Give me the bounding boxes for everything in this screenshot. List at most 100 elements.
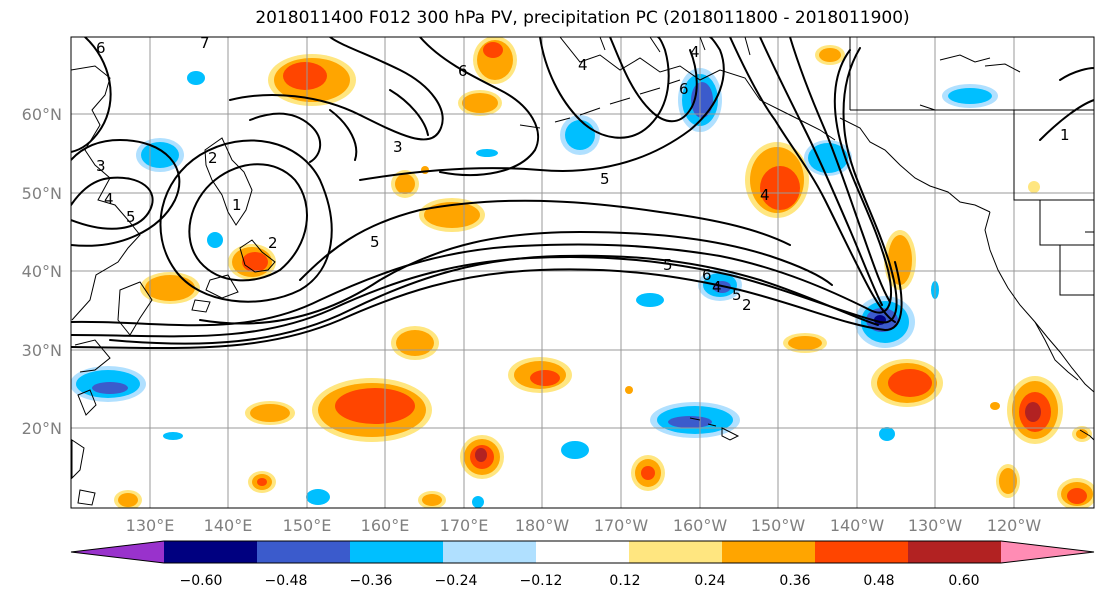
pv-contour-1 [71,49,892,327]
colorbar-tick-label: −0.24 [435,573,478,589]
colorbar-tick-label: −0.36 [350,573,393,589]
map-frame [70,36,1095,509]
colorbar-segment [257,541,351,563]
coast-baja [1034,321,1094,441]
coast-us-west [984,211,1094,393]
neg-blob-small [163,71,939,508]
lat-label: 60°N [22,105,62,124]
lon-label: 160°E [361,516,410,535]
colorbar-tick-label: 0.60 [948,573,979,589]
contour-label: 6 [702,266,712,284]
coast-canada-islands [919,54,1021,111]
pv-contour-19 [789,37,891,303]
pos-blob-bering [473,37,517,84]
coast-hawaii [689,417,740,441]
coast-bc [839,117,991,213]
neg-blob-canada [942,84,998,108]
pv-contour-16 [609,37,698,123]
contour-labels: 6 6 3 4 5 5 3 2 5 5 6 4 6 4 2 1 1 4 5 4 … [96,34,1070,314]
pos-blob-east-subtropical [871,359,943,407]
lon-label: 140°W [830,516,885,535]
coastlines [71,37,1094,506]
colorbar-segment [164,541,258,563]
contour-label: 4 [760,186,770,204]
contour-label: 1 [1060,126,1070,144]
contour-label: 4 [104,190,114,208]
lat-label: 30°N [22,341,62,360]
colorbar-tick-label: 0.12 [609,573,640,589]
pv-contour-8 [159,139,333,303]
colorbar-outline [70,540,1095,564]
pos-blob-mexico [1007,376,1063,444]
lat-label: 50°N [22,184,62,203]
figure-title: 2018011400 F012 300 hPa PV, precipitatio… [255,8,910,28]
lon-label: 130°W [908,516,963,535]
pos-blob-bonin [508,357,572,393]
colorbar-segment [815,541,909,563]
contour-label: 2 [742,296,752,314]
contour-label: 5 [600,170,610,188]
colorbar-segment [443,541,537,563]
pv-contour-5 [199,231,833,325]
colorbar-tick-label: −0.60 [180,573,223,589]
colorbar-tick-label: −0.12 [520,573,563,589]
contour-label: 6 [96,39,106,57]
coast-japan [191,239,276,313]
colorbar: −0.60 −0.48 −0.36 −0.24 −0.12 0.12 0.24 … [70,540,1095,589]
contour-label: 2 [208,149,218,167]
pos-blob-gulf [745,142,809,218]
coast-boundaries [849,37,1094,296]
pv-contour-7 [188,163,308,282]
pv-contours [71,37,1094,350]
contour-label: 5 [732,286,742,304]
pv-contour-6 [299,199,791,281]
colorbar-tick-label: 0.48 [863,573,894,589]
colorbar-tick-label: 0.36 [779,573,810,589]
lon-label: 180°W [515,516,570,535]
pv-contour-3 [71,261,903,350]
colorbar-segment [1001,541,1094,563]
pos-blob-okhotsk [268,54,356,106]
colorbar-tick-label: 0.24 [694,573,725,589]
pos-blob-tropic-west [460,435,504,479]
pv-contour-10 [71,139,181,247]
lon-label: 130°E [126,516,175,535]
coast-kamchatka [204,137,253,226]
precip-shading [71,37,1094,508]
lon-label: 140°E [204,516,253,535]
pv-contour-22 [249,112,322,163]
pv-contour-4 [109,254,879,345]
pv-contour-14 [359,37,725,181]
lat-label: 20°N [22,419,62,438]
pos-blob-subtropical [312,378,432,442]
pv-contour-15 [539,37,670,139]
neg-blob-philippine [71,366,146,402]
colorbar-segments [70,540,1095,564]
pos-blob-aleutian [458,90,502,116]
longitude-labels: 130°E 140°E 150°E 160°E 170°E 180°W 170°… [126,516,1042,535]
pv-contour-18 [759,37,883,306]
latitude-labels: 60°N 50°N 40°N 30°N 20°N [22,105,62,438]
lon-label: 170°E [440,516,489,535]
lon-label: 120°W [987,516,1042,535]
pv-contour-21 [329,89,429,161]
colorbar-segment [722,541,816,563]
contour-label: 4 [578,56,588,74]
contour-label: 5 [126,208,136,226]
contour-label: 5 [663,256,673,274]
pv-contour-13 [419,37,540,177]
pv-contour-9 [71,176,154,230]
coast-philippines [71,389,97,506]
colorbar-segment [536,541,630,563]
contour-label: 6 [679,80,689,98]
coast-asia [71,65,141,321]
pv-contour-11 [71,37,112,153]
graticule [71,37,1094,508]
lat-label: 40°N [22,262,62,281]
pv-contour-12 [229,37,444,141]
pv-contour-17 [729,37,896,323]
lon-label: 160°W [673,516,728,535]
contour-label: 2 [268,234,278,252]
colorbar-segment [350,541,444,563]
